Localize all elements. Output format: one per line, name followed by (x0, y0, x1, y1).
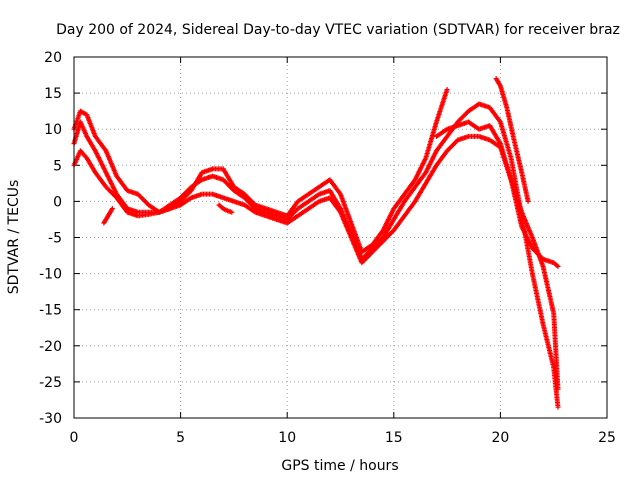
axis-ticks: 0 5 10 15 20 25 20 15 10 5 0 -5 -10 -15 -20 -25 -30 (39, 50, 616, 446)
chart-title: Day 200 of 2024, Sidereal Day-to-day VTE… (56, 22, 620, 38)
x-tick-label: 20 (491, 430, 509, 446)
data-point-marker (525, 198, 531, 204)
data-point-marker (554, 262, 560, 268)
data-points (71, 76, 561, 410)
series-track-b (71, 101, 561, 410)
y-axis-label: SDTVAR / TECUs (6, 180, 22, 295)
series-track-g (216, 202, 235, 215)
x-axis-label: GPS time / hours (281, 458, 398, 474)
x-tick-label: 0 (70, 430, 79, 446)
x-tick-label: 25 (598, 430, 616, 446)
y-tick-label: -25 (39, 375, 62, 391)
y-tick-label: 10 (44, 122, 62, 138)
series-track-d (433, 119, 561, 392)
data-point-marker (229, 209, 235, 215)
y-tick-label: 0 (53, 194, 62, 210)
y-tick-label: -15 (39, 303, 62, 319)
y-tick-label: -30 (39, 411, 62, 427)
data-point-marker (444, 86, 450, 92)
y-tick-label: -20 (39, 339, 62, 355)
series-track-f (101, 206, 115, 226)
grid (74, 57, 607, 418)
plot-frame (73, 56, 608, 419)
x-tick-label: 5 (176, 430, 185, 446)
data-point-marker (555, 263, 561, 269)
y-tick-label: -10 (39, 267, 62, 283)
x-tick-label: 10 (278, 430, 296, 446)
y-tick-label: -5 (48, 231, 62, 247)
y-tick-label: 15 (44, 86, 62, 102)
data-point-marker (109, 206, 115, 212)
data-point-marker (555, 386, 561, 392)
y-tick-label: 5 (53, 158, 62, 174)
x-tick-label: 15 (385, 430, 403, 446)
series-track-e (493, 76, 531, 204)
data-point-marker (555, 404, 561, 410)
y-tick-label: 20 (44, 50, 62, 66)
